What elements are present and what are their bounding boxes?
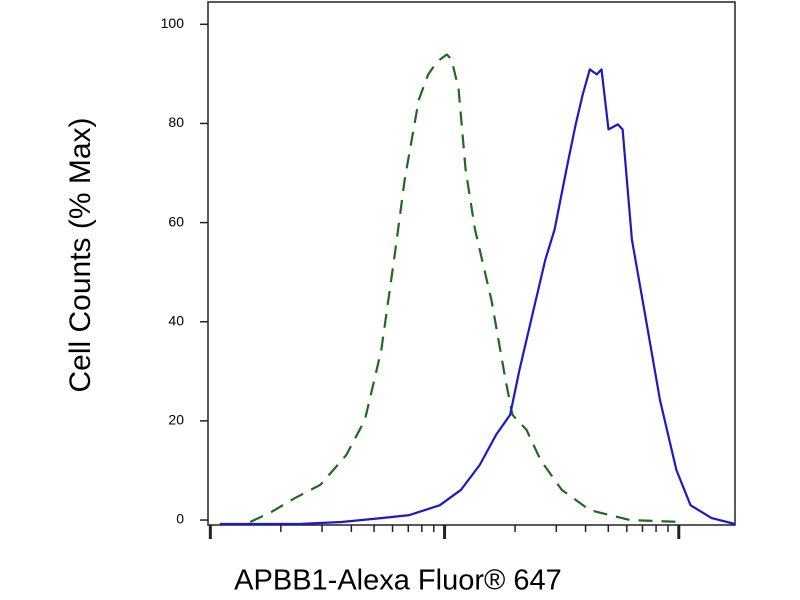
histogram-curve — [219, 68, 736, 526]
plot-frame — [207, 1, 736, 526]
y-tick-label: 60 — [168, 213, 184, 229]
y-axis-label: Cell Counts (% Max) — [64, 117, 97, 392]
x-axis-label: APBB1-Alexa Fluor® 647 — [234, 565, 562, 597]
histogram-curve — [249, 53, 682, 524]
y-tick-label: 0 — [176, 511, 184, 527]
y-tick-label: 20 — [168, 412, 184, 428]
y-tick-label: 80 — [168, 114, 184, 130]
y-tick-label: 100 — [161, 15, 185, 31]
y-tick-label: 40 — [168, 312, 184, 328]
